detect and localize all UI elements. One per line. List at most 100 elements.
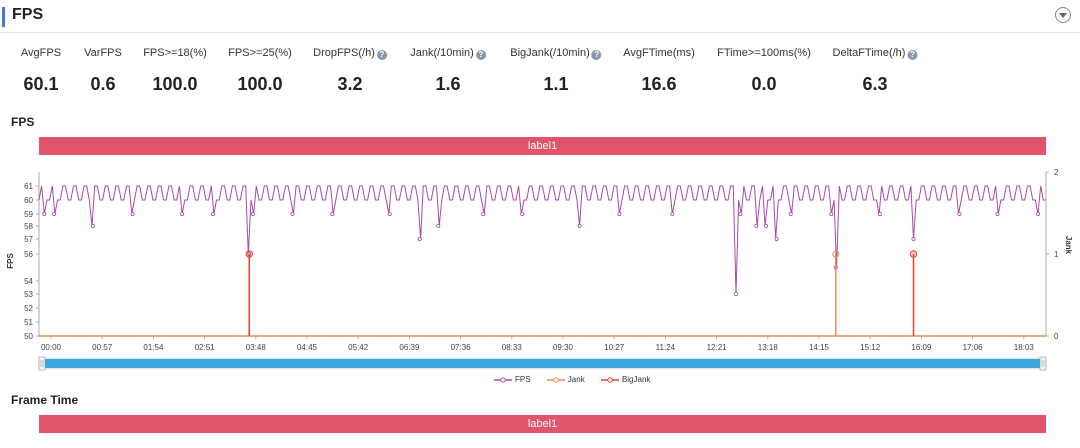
metric-9: DeltaFTime(/h)? 6.3 bbox=[833, 46, 918, 95]
metric-0: AvgFPS 60.1 bbox=[21, 46, 61, 95]
metric-2: FPS>=18(%) 100.0 bbox=[143, 46, 207, 95]
help-icon[interactable]: ? bbox=[475, 50, 486, 60]
y-left-tick-label: 51 bbox=[24, 318, 33, 327]
metric-label: BigJank(/10min)? bbox=[510, 46, 602, 60]
section-title: FPS bbox=[12, 6, 44, 23]
metric-value: 6.3 bbox=[862, 74, 888, 94]
fps-label-bar[interactable]: label1 bbox=[39, 137, 1046, 155]
section-header: FPS bbox=[0, 0, 1080, 33]
metric-value: 60.1 bbox=[23, 74, 59, 94]
x-tick-label: 16:09 bbox=[911, 343, 932, 352]
y-left-axis-label: FPS bbox=[6, 253, 15, 269]
metric-value: 100.0 bbox=[152, 74, 198, 94]
y-left-tick-label: 61 bbox=[24, 182, 33, 191]
fps-dip-point bbox=[417, 237, 422, 242]
legend-fps-label: FPS bbox=[515, 375, 531, 384]
x-tick-label: 13:18 bbox=[758, 343, 779, 352]
y-right-tick-label: 1 bbox=[1054, 250, 1059, 259]
x-tick-label: 12:21 bbox=[707, 343, 728, 352]
x-tick-label: 11:24 bbox=[656, 343, 676, 352]
header-accent bbox=[2, 7, 5, 27]
metric-value: 1.1 bbox=[543, 74, 569, 94]
y-right-tick-label: 2 bbox=[1054, 168, 1059, 177]
x-tick-label: 15:12 bbox=[860, 343, 881, 352]
y-right-tick-label: 0 bbox=[1054, 332, 1059, 341]
fps-dip-point bbox=[734, 291, 739, 296]
metric-value: 16.6 bbox=[641, 74, 677, 94]
help-icon[interactable]: ? bbox=[376, 50, 387, 60]
collapse-toggle-button[interactable] bbox=[1055, 7, 1071, 23]
fps-dip-point bbox=[250, 212, 255, 217]
fps-dip-point bbox=[877, 212, 882, 217]
x-tick-label: 03:48 bbox=[246, 343, 267, 352]
metric-3: FPS>=25(%) 100.0 bbox=[228, 46, 292, 95]
metric-4: DropFPS(/h)? 3.2 bbox=[313, 46, 387, 95]
x-tick-label: 02:51 bbox=[195, 343, 216, 352]
y-left-tick-label: 54 bbox=[24, 277, 33, 286]
metric-label: FTime>=100ms(%) bbox=[717, 46, 811, 60]
metric-8: FTime>=100ms(%) 0.0 bbox=[717, 46, 811, 95]
metric-label-text: DropFPS(/h) bbox=[313, 47, 375, 59]
legend-jank-marker bbox=[546, 377, 565, 383]
metric-value: 100.0 bbox=[237, 74, 283, 94]
fps-dip-point bbox=[330, 212, 335, 217]
x-tick-label: 10:27 bbox=[604, 343, 625, 352]
zoom-slider-handle-left[interactable] bbox=[38, 356, 46, 371]
fps-dip-point bbox=[180, 212, 185, 217]
y-left-tick-label: 60 bbox=[24, 196, 33, 205]
fps-dip-point bbox=[130, 212, 135, 217]
y-left-tick-label: 56 bbox=[24, 250, 33, 259]
x-tick-label: 01:54 bbox=[143, 343, 164, 352]
legend-item-jank[interactable]: Jank bbox=[546, 375, 585, 384]
zoom-slider-handle-right[interactable] bbox=[1039, 356, 1047, 371]
metric-label: FPS>=25(%) bbox=[228, 46, 292, 60]
fps-dip-point bbox=[738, 212, 743, 217]
fps-dip-point bbox=[210, 212, 215, 217]
x-tick-label: 05:42 bbox=[348, 343, 369, 352]
fps-dip-point bbox=[577, 224, 582, 229]
fps-dip-point bbox=[754, 224, 759, 229]
metric-6: BigJank(/10min)? 1.1 bbox=[510, 46, 602, 95]
metric-label-text: VarFPS bbox=[84, 47, 122, 59]
y-left-tick-label: 52 bbox=[24, 304, 33, 313]
legend-fps-marker bbox=[494, 377, 512, 383]
fps-dip-point bbox=[436, 224, 441, 229]
fps-dip-point bbox=[995, 212, 1000, 217]
bigjank-point bbox=[909, 250, 918, 258]
metric-label-text: AvgFPS bbox=[20, 47, 62, 59]
x-tick-label: 14:15 bbox=[809, 343, 830, 352]
fps-dip-point bbox=[1036, 212, 1041, 217]
metric-label-text: FPS>=18(%) bbox=[143, 47, 207, 59]
metric-5: Jank(/10min)? 1.6 bbox=[410, 46, 486, 95]
zoom-slider-range[interactable] bbox=[45, 359, 1040, 368]
legend-bigjank-label: BigJank bbox=[621, 375, 651, 384]
frame-time-label-bar[interactable]: label1 bbox=[39, 415, 1046, 433]
help-icon[interactable]: ? bbox=[907, 50, 918, 60]
x-tick-label: 07:36 bbox=[451, 343, 472, 352]
x-tick-label: 04:45 bbox=[297, 343, 318, 352]
legend-item-fps[interactable]: FPS bbox=[494, 375, 531, 384]
y-left-tick-label: 59 bbox=[24, 210, 33, 219]
metric-value: 0.6 bbox=[90, 74, 116, 94]
x-tick-label: 08:33 bbox=[502, 343, 523, 352]
metric-value: 0.0 bbox=[751, 74, 777, 94]
metric-label-text: FPS>=25(%) bbox=[228, 47, 292, 59]
metric-1: VarFPS 0.6 bbox=[84, 46, 122, 95]
metric-label: DropFPS(/h)? bbox=[313, 46, 387, 60]
y-right-axis-label: Jank bbox=[1064, 236, 1073, 255]
metric-label: VarFPS bbox=[84, 46, 122, 60]
legend-item-bigjank[interactable]: BigJank bbox=[600, 375, 651, 384]
metric-label: DeltaFTime(/h)? bbox=[833, 46, 918, 60]
y-left-tick-label: 53 bbox=[24, 290, 33, 299]
fps-dip-point bbox=[42, 212, 47, 217]
metric-label: AvgFTime(ms) bbox=[623, 46, 695, 60]
x-tick-label: 18:03 bbox=[1014, 343, 1035, 352]
fps-chart: 50 51 52 53 54 56 57 58 59 60 61 FPS 0 1 2 Jank 00:00 00:… bbox=[6, 168, 1073, 371]
metric-label: AvgFPS bbox=[21, 46, 61, 60]
metric-value: 1.6 bbox=[435, 74, 461, 94]
legend-bigjank-marker bbox=[600, 377, 619, 383]
metric-label: Jank(/10min)? bbox=[410, 46, 486, 60]
chart-legend: FPS Jank BigJank bbox=[494, 375, 664, 387]
help-icon[interactable]: ? bbox=[591, 50, 602, 60]
fps-dip-point bbox=[52, 212, 57, 217]
